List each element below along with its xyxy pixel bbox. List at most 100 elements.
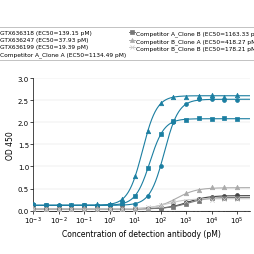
Point [171,205,175,209]
Point [196,197,200,201]
Point [209,195,213,199]
Point [133,207,137,211]
Point [209,185,213,189]
Point [107,203,111,207]
Point [145,206,149,210]
Point [44,203,48,207]
Point [120,198,124,202]
Point [82,206,86,210]
Point [120,202,124,206]
Point [145,207,149,211]
Point [107,207,111,211]
Point [31,207,35,211]
Point [145,194,149,198]
Point [221,194,226,198]
X-axis label: Concentration of detection antibody (pM): Concentration of detection antibody (pM) [62,229,220,238]
Point [44,204,48,209]
Point [120,208,124,212]
Point [94,204,99,208]
Point [69,208,73,212]
Point [158,165,162,169]
Point [133,202,137,206]
Point [44,208,48,212]
Point [209,117,213,121]
Point [133,194,137,198]
Point [69,204,73,209]
Point [82,208,86,212]
Point [196,199,200,203]
Y-axis label: OD 450: OD 450 [6,131,15,159]
Point [107,208,111,212]
Point [158,206,162,210]
Point [158,133,162,137]
Point [133,174,137,179]
Point [221,117,226,121]
Point [183,102,187,106]
Point [133,208,137,212]
Point [145,205,149,209]
Point [94,202,99,207]
Point [221,185,226,189]
Point [196,117,200,121]
Point [94,208,99,212]
Point [133,207,137,211]
Point [234,193,238,197]
Point [107,207,111,211]
Point [107,203,111,208]
Point [209,98,213,102]
Point [183,202,187,206]
Point [31,207,35,211]
Point [107,207,111,211]
Point [82,207,86,211]
Point [94,206,99,210]
Point [145,207,149,211]
Point [31,203,35,207]
Point [44,203,48,207]
Point [56,204,60,208]
Legend: GTX636318 (EC50=139.15 pM), GTX636247 (EC50=37.93 pM), GTX636199 (EC50=19.39 pM): GTX636318 (EC50=139.15 pM), GTX636247 (E… [0,28,254,60]
Point [82,203,86,207]
Point [82,203,86,207]
Point [209,94,213,98]
Point [94,204,99,208]
Point [183,200,187,204]
Point [69,207,73,211]
Point [234,197,238,201]
Point [196,197,200,201]
Point [221,95,226,99]
Point [82,208,86,212]
Point [234,197,238,201]
Point [120,207,124,211]
Point [171,120,175,124]
Point [44,207,48,211]
Point [56,207,60,211]
Point [158,101,162,105]
Point [107,202,111,207]
Point [56,203,60,208]
Point [31,207,35,211]
Point [69,203,73,207]
Point [221,197,226,201]
Point [183,118,187,122]
Point [120,206,124,210]
Point [196,94,200,99]
Point [94,208,99,212]
Point [44,207,48,211]
Point [234,118,238,122]
Point [196,98,200,102]
Point [120,203,124,208]
Point [158,206,162,210]
Point [209,196,213,200]
Point [171,200,175,204]
Point [69,208,73,212]
Point [31,202,35,207]
Point [183,199,187,203]
Point [183,191,187,195]
Point [82,204,86,208]
Point [56,203,60,207]
Point [133,207,137,211]
Point [158,204,162,208]
Point [94,208,99,212]
Point [183,96,187,100]
Point [31,206,35,210]
